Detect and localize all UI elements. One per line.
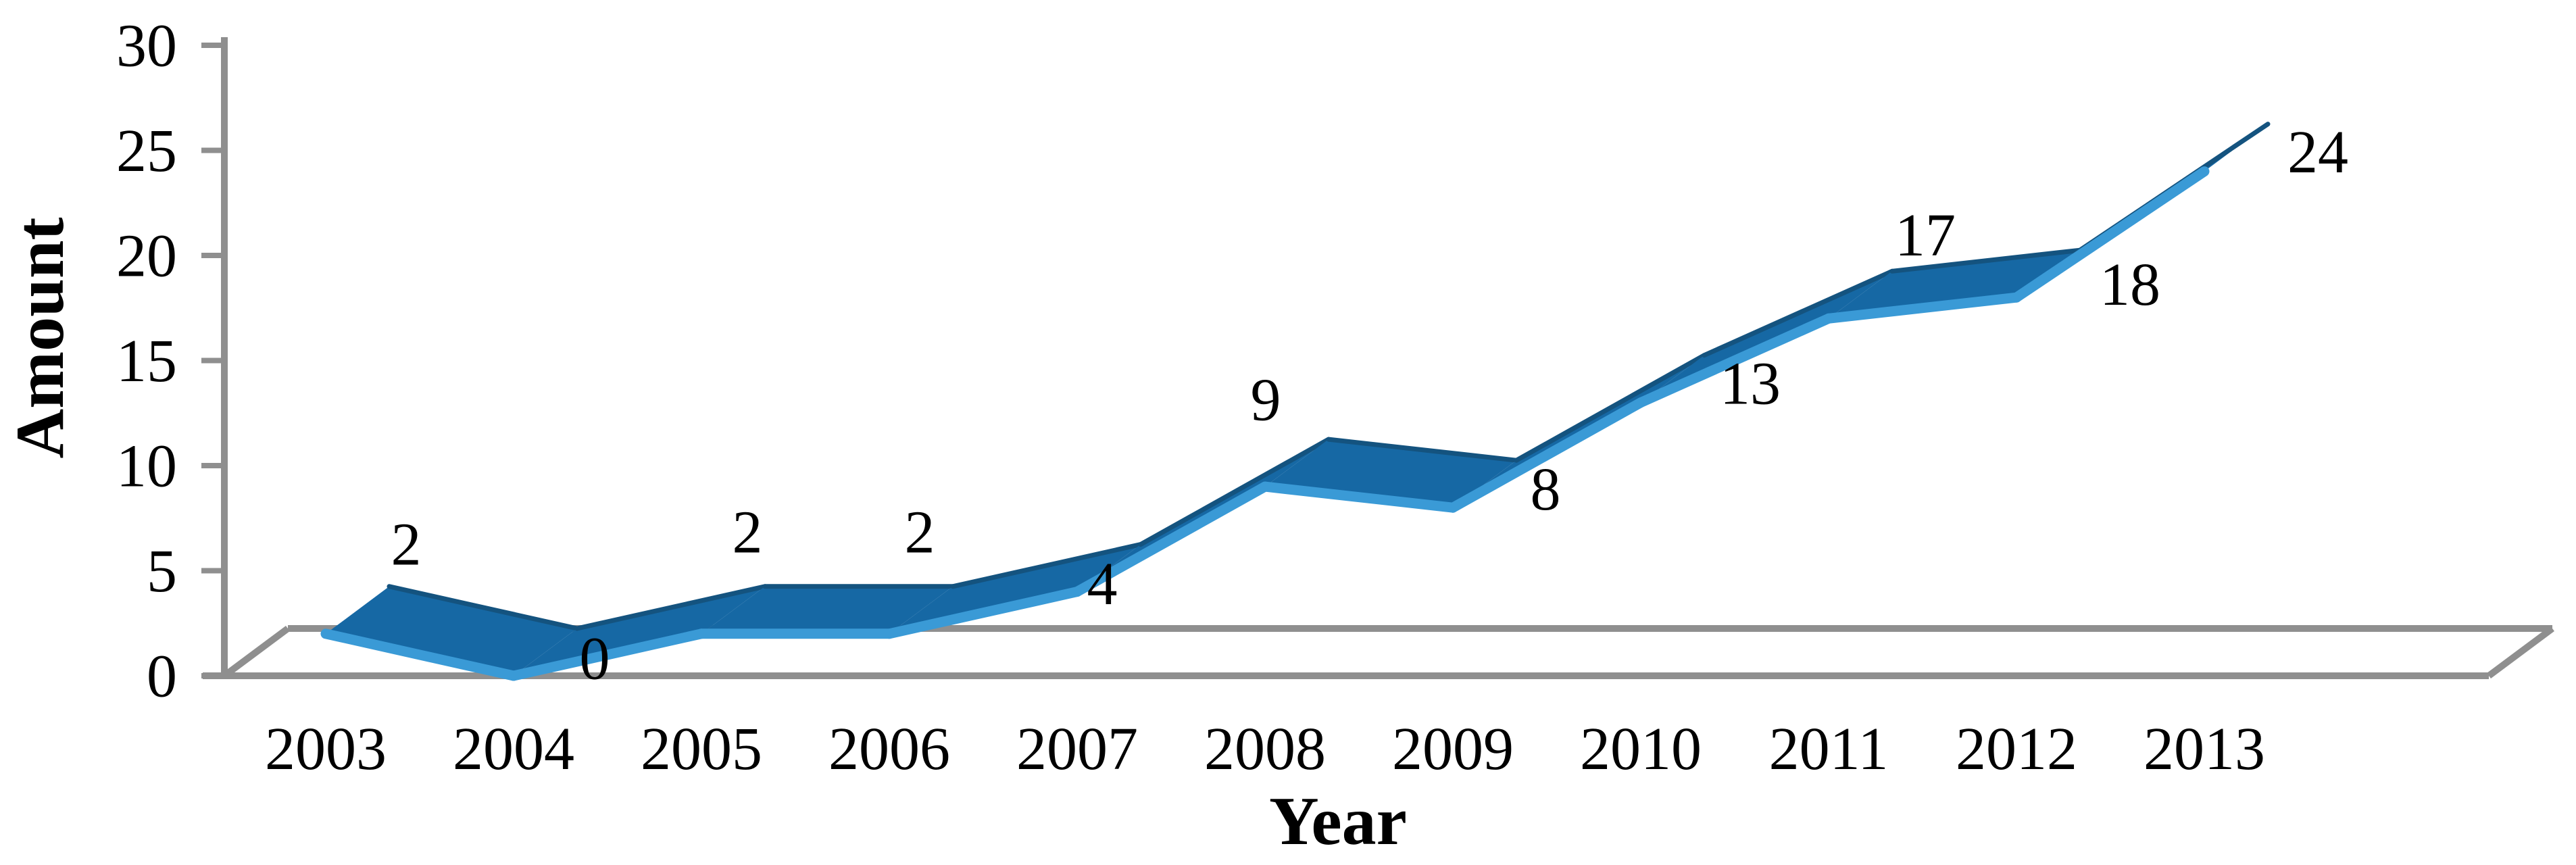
ribbon-segment [514,586,765,676]
data-label: 2 [905,499,935,566]
data-label: 17 [1895,202,1956,269]
x-tick-label: 2005 [641,716,762,783]
data-label: 13 [1720,350,1781,417]
ribbon-front-edge [320,628,519,681]
y-tick-label: 15 [116,328,177,395]
ribbon-front-edge [1823,292,2022,324]
ribbon-back-edge [574,584,768,631]
x-tick-label: 2011 [1769,716,1889,783]
x-axis-title: Year [1269,783,1407,860]
x-tick-label: 2008 [1204,716,1326,783]
data-label: 4 [1087,551,1118,618]
ribbon-front-edge [1072,481,1270,597]
x-tick-label: 2007 [1016,716,1138,783]
x-tick-label: 2006 [828,716,950,783]
data-label: 8 [1531,456,1561,523]
ribbon-back-edge [1889,247,2083,274]
y-tick-label: 25 [116,118,177,184]
data-label: 24 [2287,119,2348,186]
ribbon-back-edge [1514,353,1707,463]
y-tick-label: 30 [116,13,177,80]
ribbon-segment [701,586,953,634]
data-label: 18 [2100,251,2160,318]
ribbon-segment [889,544,1141,634]
floor-left-diagonal [222,625,290,679]
ribbon-front-edge [1447,397,1646,513]
ribbon-back-edge [950,542,1143,589]
y-tick-label: 20 [116,223,177,290]
ribbon-segment [326,586,577,676]
y-tick-label: 10 [116,433,177,500]
x-tick-label: 2010 [1580,716,1702,783]
data-label: 2 [391,511,422,578]
ribbon-front-edge [2011,166,2210,303]
ribbon-back-edge [387,584,580,631]
x-tick-label: 2012 [1956,716,2077,783]
floor-right-diagonal [2487,625,2554,679]
x-tick-label: 2004 [453,716,574,783]
data-label: 9 [1251,367,1281,434]
data-label: 2 [733,499,763,566]
data-label: 0 [580,626,610,693]
y-tick-label: 0 [147,643,177,710]
x-tick-label: 2009 [1392,716,1514,783]
ribbon-front-edge [1635,313,1834,408]
ribbon-back-edge [1138,437,1331,547]
ribbon-back-edge [1702,268,1895,358]
ribbon-front-edge [508,628,707,681]
y-axis-title: Amount [2,217,78,459]
x-tick-label: 2013 [2144,716,2265,783]
ribbon-front-edge [884,587,1083,639]
x-tick-label: 2003 [265,716,387,783]
y-tick-label: 5 [147,538,177,605]
ribbon-front-edge [1260,481,1458,513]
ribbon-back-edge [1326,437,1519,463]
ribbon-segment [1829,250,2080,319]
